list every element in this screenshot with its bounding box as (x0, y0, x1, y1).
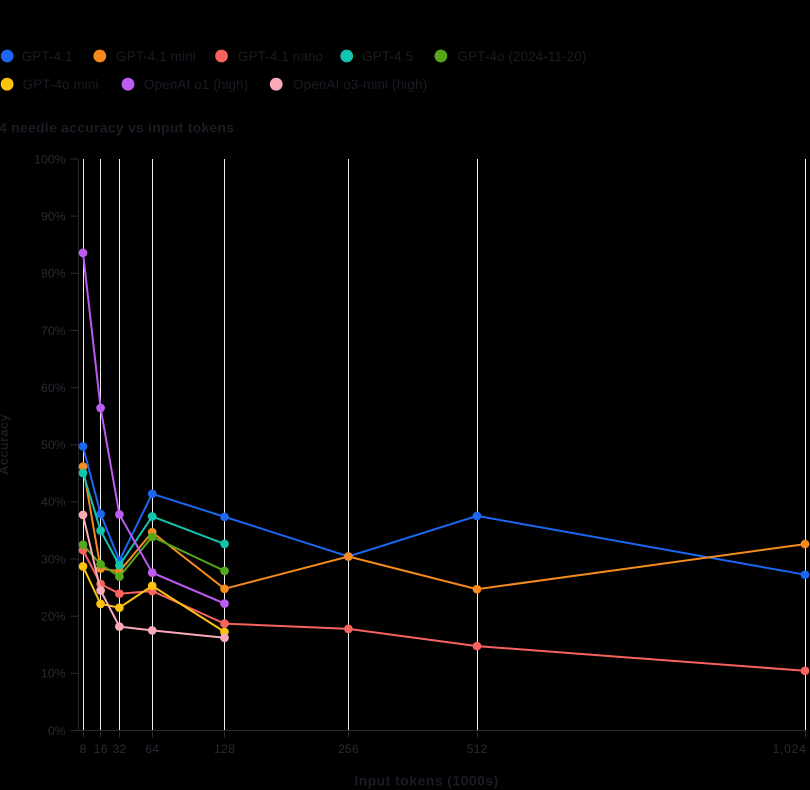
svg-text:32: 32 (112, 742, 126, 756)
svg-text:Input tokens (1000s): Input tokens (1000s) (354, 773, 498, 789)
svg-text:OpenAI o3-mini (high): OpenAI o3-mini (high) (293, 77, 427, 92)
svg-text:64: 64 (145, 742, 159, 756)
svg-text:GPT-4.5: GPT-4.5 (362, 49, 413, 64)
svg-text:GPT-4o mini: GPT-4o mini (23, 77, 99, 92)
svg-text:1,024: 1,024 (773, 742, 807, 756)
svg-text:100%: 100% (34, 152, 66, 166)
svg-text:50%: 50% (41, 438, 66, 452)
svg-text:10%: 10% (41, 667, 66, 681)
svg-text:90%: 90% (41, 209, 66, 223)
svg-text:GPT-4.1 mini: GPT-4.1 mini (116, 49, 196, 64)
svg-text:128: 128 (214, 742, 235, 756)
svg-text:0%: 0% (48, 724, 66, 738)
svg-text:8: 8 (80, 742, 87, 756)
svg-text:4 needle accuracy vs input tok: 4 needle accuracy vs input tokens (0, 120, 234, 136)
svg-text:60%: 60% (41, 381, 66, 395)
svg-text:GPT-4o (2024-11-20): GPT-4o (2024-11-20) (458, 49, 587, 64)
svg-text:70%: 70% (41, 324, 66, 338)
svg-text:80%: 80% (41, 267, 66, 281)
svg-text:256: 256 (338, 742, 359, 756)
svg-text:GPT-4.1: GPT-4.1 (22, 49, 73, 64)
svg-text:GPT-4.1 nano: GPT-4.1 nano (238, 49, 323, 64)
svg-text:OpenAI o1 (high): OpenAI o1 (high) (144, 77, 248, 92)
svg-text:40%: 40% (41, 495, 66, 509)
svg-text:Accuracy: Accuracy (0, 414, 11, 475)
svg-text:20%: 20% (41, 610, 66, 624)
svg-text:512: 512 (467, 742, 488, 756)
svg-text:16: 16 (94, 742, 108, 756)
svg-text:30%: 30% (41, 552, 66, 566)
